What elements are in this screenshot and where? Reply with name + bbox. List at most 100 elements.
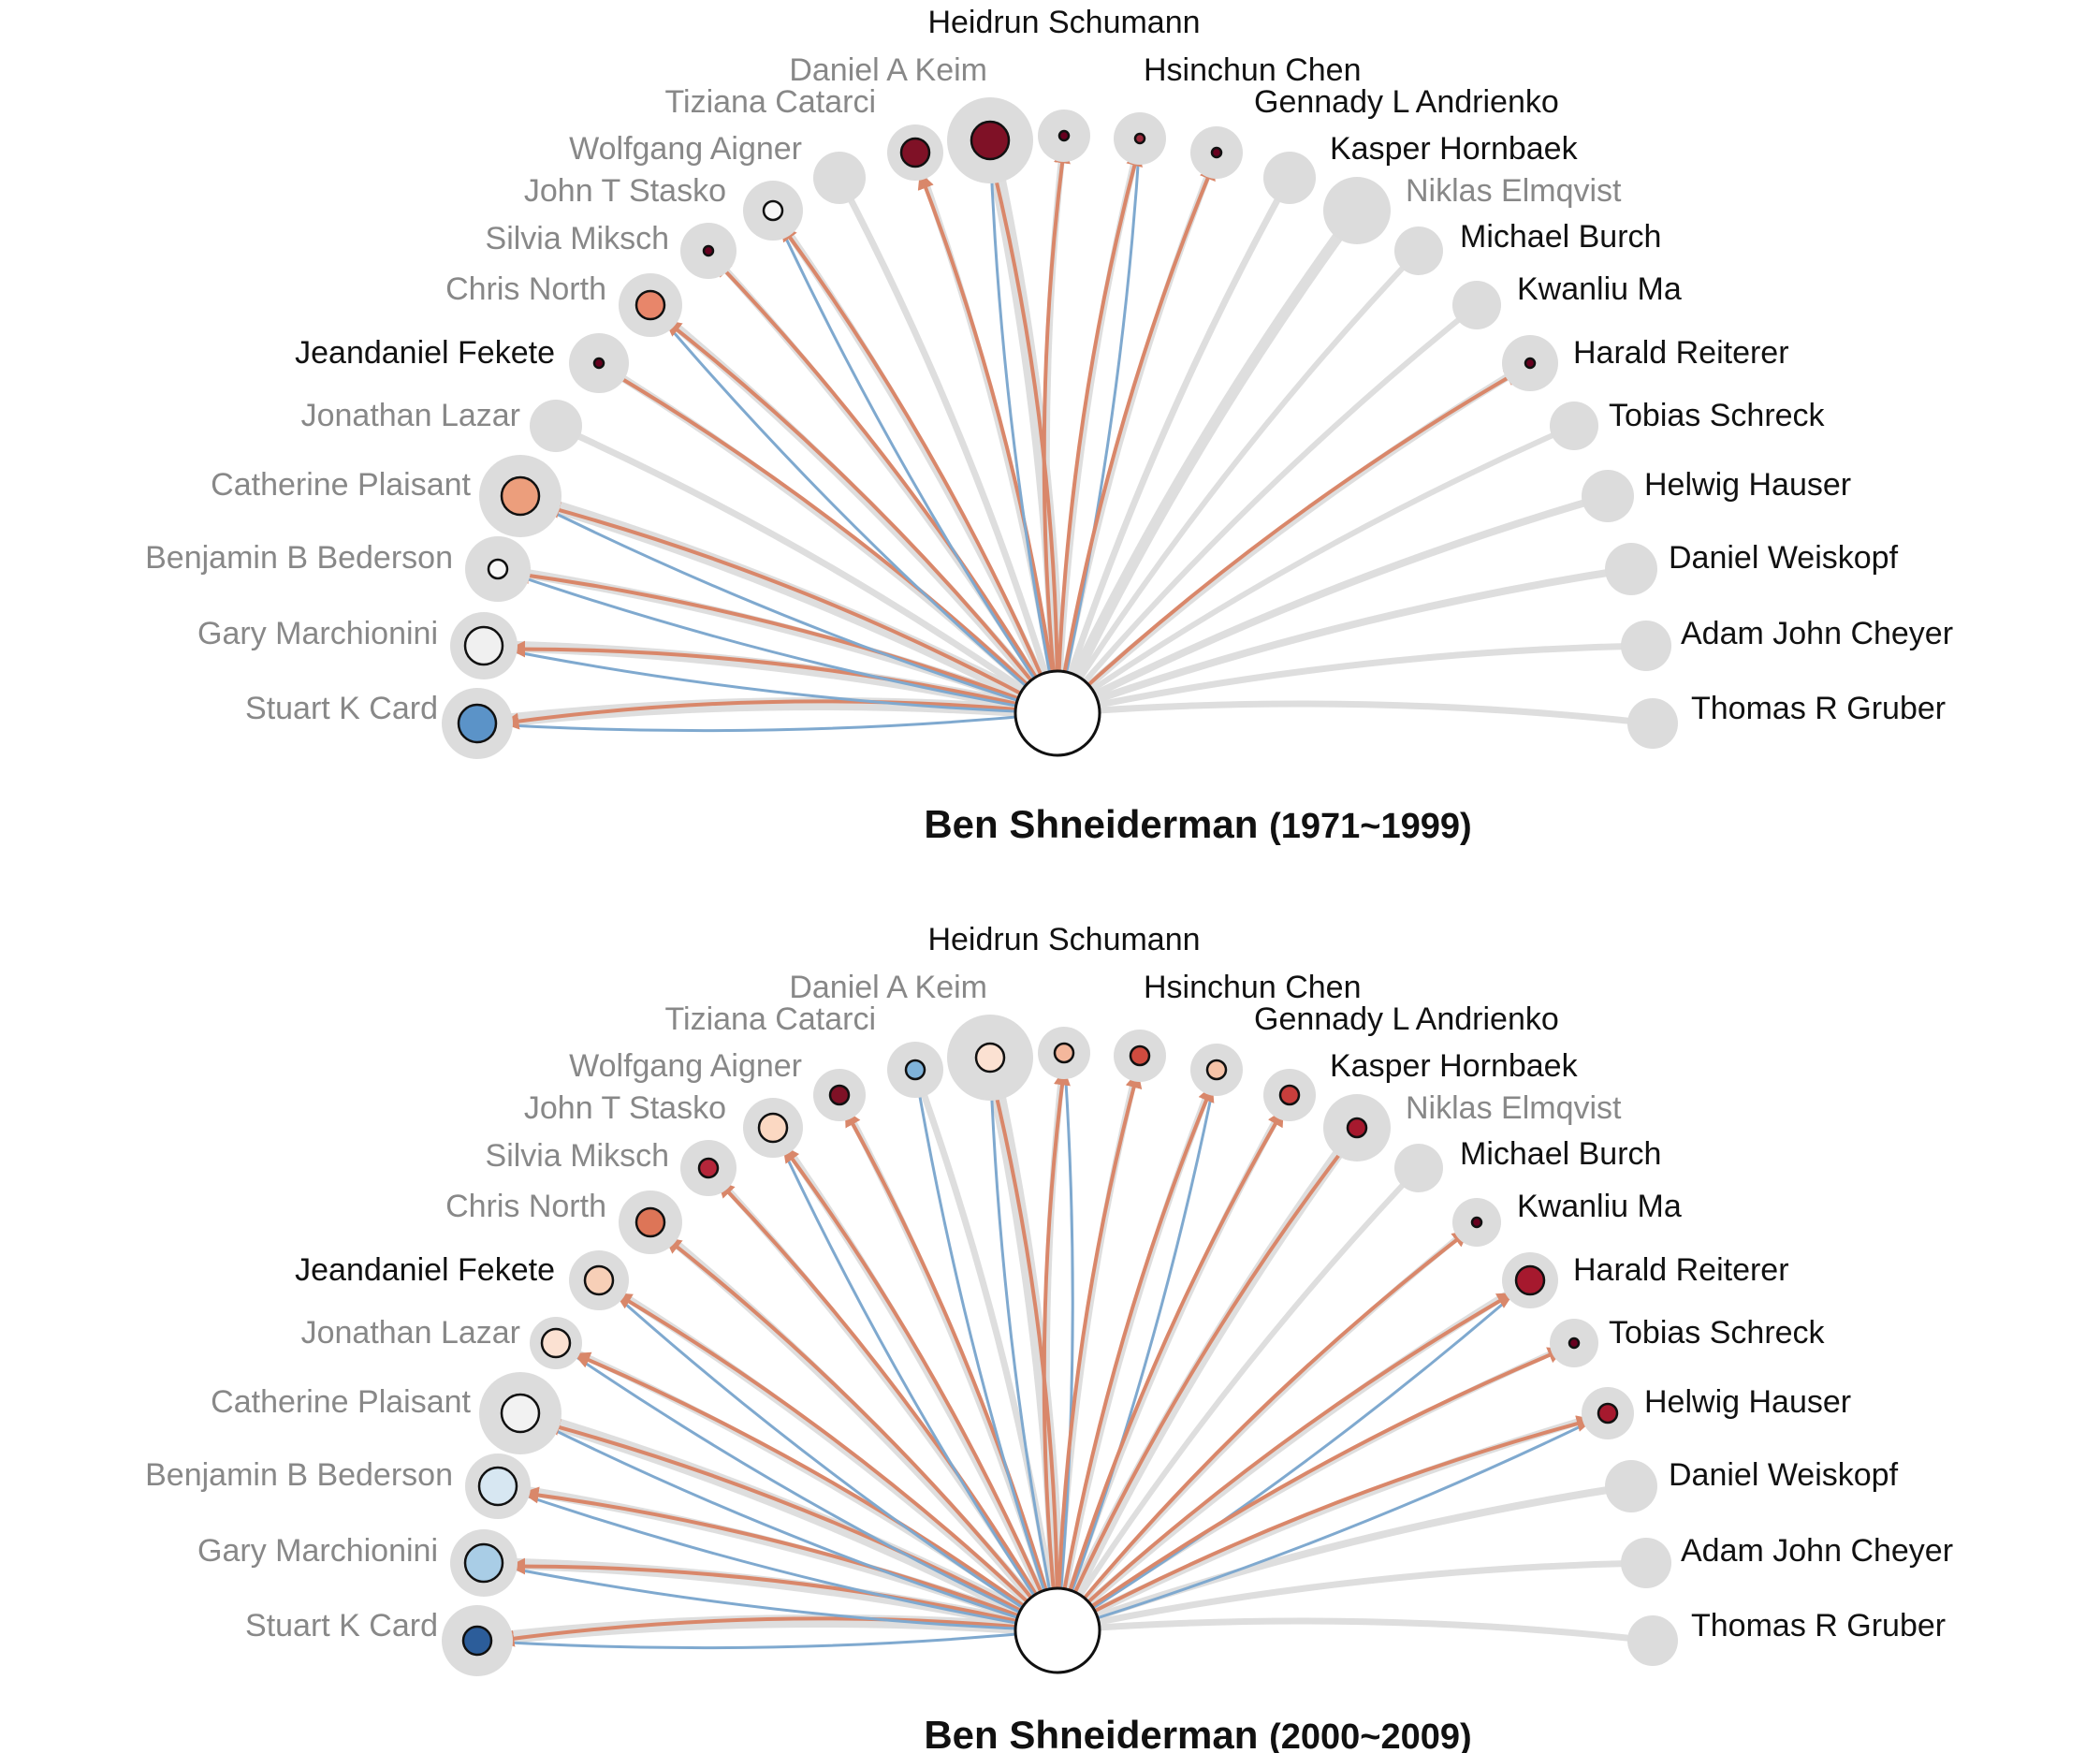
author-label-thomas-r-gruber: Thomas R Gruber bbox=[1691, 1608, 1946, 1643]
red-edge-catherine-plaisant bbox=[543, 1419, 1058, 1632]
node-halo-tobias-schreck bbox=[1550, 402, 1598, 450]
coauthor-label-layer: Stuart K Card Gary Marchionini Benjamin B … bbox=[145, 5, 1953, 726]
blue-edge-hsinchun-chen bbox=[1056, 138, 1142, 714]
node-tobias-schreck bbox=[1568, 1337, 1581, 1350]
red-edge-heidrun-schumann bbox=[1042, 146, 1071, 714]
blue-edge-daniel-a-keim bbox=[988, 139, 1059, 714]
author-label-gennady-l-andrienko: Gennady L Andrienko bbox=[1254, 84, 1559, 120]
author-label-catherine-plaisant: Catherine Plaisant bbox=[211, 1384, 471, 1420]
coauthor-label-layer: Stuart K Card Gary Marchionini Benjamin B … bbox=[145, 922, 1953, 1643]
blue-edge-catherine-plaisant bbox=[519, 1411, 1058, 1632]
author-label-michael-burch: Michael Burch bbox=[1460, 219, 1661, 255]
blue-edge-benjamin-b-bederson bbox=[497, 567, 1058, 715]
node-hsinchun-chen bbox=[1133, 132, 1146, 145]
grey-edge-wolfgang-aigner bbox=[836, 174, 1061, 717]
node-halo-adam-john-cheyer bbox=[1621, 621, 1671, 671]
author-label-helwig-hauser: Helwig Hauser bbox=[1644, 1384, 1851, 1420]
coauthor-node-layer bbox=[442, 1015, 1678, 1676]
grey-edge-jonathan-lazar bbox=[552, 422, 1061, 717]
author-label-silvia-miksch: Silvia Miksch bbox=[486, 1138, 669, 1174]
red-edge-kwanliu-ma bbox=[1056, 1230, 1470, 1632]
red-edge-wolfgang-aigner bbox=[844, 1109, 1059, 1631]
author-label-daniel-a-keim: Daniel A Keim bbox=[789, 52, 987, 88]
author-label-gary-marchionini: Gary Marchionini bbox=[197, 1533, 438, 1569]
node-stuart-k-card bbox=[461, 1625, 493, 1657]
node-catherine-plaisant bbox=[500, 475, 541, 517]
node-halo-adam-john-cheyer bbox=[1621, 1538, 1671, 1588]
grey-edge-daniel-weiskopf bbox=[1054, 1483, 1635, 1634]
red-edge-stuart-k-card bbox=[502, 699, 1058, 730]
grey-edge-michael-burch bbox=[1055, 248, 1422, 716]
blue-edge-stuart-k-card bbox=[476, 1629, 1058, 1650]
red-edge-kasper-hornbaek bbox=[1056, 1109, 1284, 1631]
blue-edge-gary-marchionini bbox=[483, 644, 1058, 715]
red-edge-chris-north bbox=[664, 319, 1059, 715]
author-label-adam-john-cheyer: Adam John Cheyer bbox=[1681, 616, 1953, 651]
author-label-stuart-k-card: Stuart K Card bbox=[245, 691, 438, 726]
blue-edge-john-t-stasko bbox=[771, 210, 1059, 714]
author-label-wolfgang-aigner: Wolfgang Aigner bbox=[569, 131, 802, 167]
grey-edge-thomas-r-gruber bbox=[1054, 700, 1656, 727]
node-halo-jonathan-lazar bbox=[530, 400, 582, 452]
panel-title: Ben Shneiderman (1971~1999) bbox=[924, 802, 1471, 846]
author-label-adam-john-cheyer: Adam John Cheyer bbox=[1681, 1533, 1953, 1569]
node-halo-thomas-r-gruber bbox=[1627, 698, 1678, 749]
node-chris-north bbox=[634, 289, 666, 321]
red-edge-hsinchun-chen bbox=[1056, 149, 1143, 714]
node-helwig-hauser bbox=[1597, 1402, 1619, 1424]
author-label-kwanliu-ma: Kwanliu Ma bbox=[1517, 1189, 1682, 1224]
author-label-benjamin-b-bederson: Benjamin B Bederson bbox=[145, 1457, 453, 1493]
author-label-jeandaniel-fekete: Jeandaniel Fekete bbox=[295, 335, 555, 371]
author-label-kasper-hornbaek: Kasper Hornbaek bbox=[1330, 131, 1579, 167]
center-node-ben-shneiderman bbox=[1014, 1586, 1101, 1674]
node-heidrun-schumann bbox=[1053, 1042, 1075, 1064]
grey-edge-kwanliu-ma bbox=[1055, 1220, 1480, 1633]
node-halo-wolfgang-aigner bbox=[813, 152, 866, 204]
red-edge-stuart-k-card bbox=[497, 1616, 1058, 1647]
red-edge-jonathan-lazar bbox=[573, 1351, 1059, 1632]
red-edge-benjamin-b-bederson bbox=[521, 1486, 1058, 1632]
node-halo-michael-burch bbox=[1394, 1144, 1443, 1192]
grey-edge-tobias-schreck bbox=[1055, 423, 1577, 716]
author-label-gennady-l-andrienko: Gennady L Andrienko bbox=[1254, 1001, 1559, 1037]
author-label-tobias-schreck: Tobias Schreck bbox=[1609, 1315, 1826, 1351]
red-edge-catherine-plaisant bbox=[543, 502, 1058, 715]
grey-edge-thomas-r-gruber bbox=[1054, 1617, 1656, 1644]
node-niklas-elmqvist bbox=[1346, 1117, 1368, 1139]
node-john-t-stasko bbox=[762, 199, 784, 222]
red-edge-helwig-hauser bbox=[1057, 1415, 1594, 1632]
author-label-kwanliu-ma: Kwanliu Ma bbox=[1517, 271, 1682, 307]
node-halo-niklas-elmqvist bbox=[1323, 177, 1391, 244]
center-node-ben-shneiderman bbox=[1014, 669, 1101, 757]
author-label-tobias-schreck: Tobias Schreck bbox=[1609, 398, 1826, 433]
author-label-gary-marchionini: Gary Marchionini bbox=[197, 616, 438, 651]
node-gary-marchionini bbox=[463, 1542, 504, 1584]
red-edge-john-t-stasko bbox=[780, 224, 1059, 714]
ego-name: Ben Shneiderman bbox=[924, 1713, 1258, 1753]
author-label-daniel-weiskopf: Daniel Weiskopf bbox=[1669, 540, 1899, 576]
grey-edge-adam-john-cheyer bbox=[1054, 642, 1650, 717]
red-edge-daniel-a-keim bbox=[988, 165, 1060, 714]
red-edge-tiziana-catarci bbox=[917, 171, 1059, 714]
node-halo-daniel-weiskopf bbox=[1605, 1460, 1657, 1512]
red-edge-daniel-a-keim bbox=[987, 1077, 1060, 1631]
red-edge-tobias-schreck bbox=[1056, 1347, 1566, 1632]
author-label-wolfgang-aigner: Wolfgang Aigner bbox=[569, 1048, 802, 1084]
node-daniel-a-keim bbox=[970, 120, 1011, 161]
blue-edge-benjamin-b-bederson bbox=[497, 1484, 1058, 1632]
node-halo-helwig-hauser bbox=[1582, 470, 1634, 522]
blue-edge-jeandaniel-fekete bbox=[597, 1278, 1058, 1632]
red-edge-john-t-stasko bbox=[782, 1145, 1059, 1631]
colored-edge-layer bbox=[476, 138, 1523, 733]
grey-edge-kasper-hornbaek bbox=[1054, 174, 1293, 717]
blue-edge-gary-marchionini bbox=[483, 1561, 1058, 1632]
author-label-chris-north: Chris North bbox=[445, 1189, 606, 1224]
node-stuart-k-card bbox=[457, 703, 498, 744]
node-chris-north bbox=[634, 1206, 666, 1238]
node-jeandaniel-fekete bbox=[583, 1264, 615, 1296]
author-label-heidrun-schumann: Heidrun Schumann bbox=[927, 5, 1200, 40]
node-kwanliu-ma bbox=[1470, 1216, 1483, 1229]
red-edge-silvia-miksch bbox=[717, 1180, 1059, 1632]
grey-edge-helwig-hauser bbox=[1054, 492, 1611, 717]
